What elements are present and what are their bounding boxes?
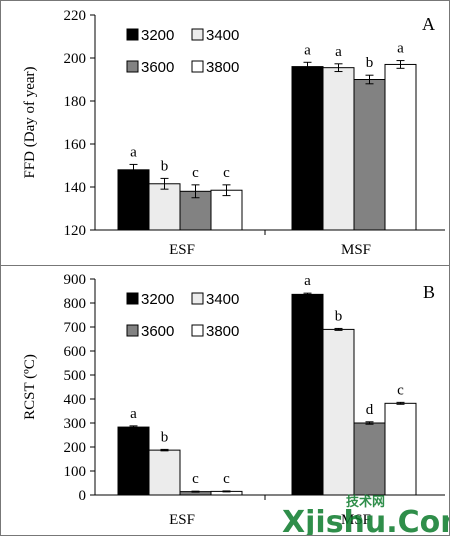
panel-b-legend-label: 3800 — [206, 323, 239, 340]
panel-a-category-label: ESF — [169, 242, 195, 258]
panel-a-legend-label: 3800 — [206, 59, 239, 76]
panel-b-y-tick-label: 700 — [64, 320, 87, 336]
panel-a-legend-swatch — [126, 60, 139, 73]
panel-b-y-tick-label: 600 — [64, 344, 87, 360]
panel-b-y-tick-label: 0 — [79, 488, 87, 504]
panel-a-bar — [353, 79, 386, 231]
panel-a-y-tick-label: 200 — [64, 51, 87, 67]
panel-a-legend-label: 3600 — [141, 59, 174, 76]
panel-a-bar — [148, 183, 181, 231]
watermark-top-text: 技术网 — [346, 494, 385, 510]
panel-a-significance-letter: c — [192, 165, 199, 181]
panel-b-bar — [117, 426, 150, 496]
panel-b-y-tick-label: 900 — [64, 272, 87, 288]
panel-b-significance-letter: a — [130, 406, 137, 422]
panel-b-legend-label: 3600 — [141, 323, 174, 340]
panel-b-panel-label: B — [423, 282, 435, 302]
panel-b-significance-letter: b — [335, 308, 343, 324]
panel-b-legend-swatch — [191, 324, 204, 337]
panel-b-category-label: ESF — [169, 512, 195, 528]
panel-a-legend-swatch — [126, 28, 139, 41]
panel-a-significance-letter: c — [223, 165, 230, 181]
panel-a-y-tick-label: 120 — [64, 223, 87, 239]
panel-a-significance-letter: a — [130, 144, 137, 160]
panel-b-y-tick-label: 400 — [64, 392, 87, 408]
panel-b-significance-letter: c — [397, 382, 404, 398]
panel-b-category-label: MSF — [341, 512, 371, 528]
panel-a-y-tick-label: 180 — [64, 94, 87, 110]
panel-a-y-tick-label: 160 — [64, 137, 87, 153]
panel-b-bar — [353, 422, 386, 496]
panel-a-significance-letter: a — [304, 42, 311, 58]
panel-a-significance-letter: a — [335, 44, 342, 60]
panel-b-y-tick-label: 100 — [64, 464, 87, 480]
panel-b-significance-letter: c — [223, 471, 230, 487]
panel-b-y-tick-label: 200 — [64, 440, 87, 456]
panel-a-legend-swatch — [191, 28, 204, 41]
panel-a-bar — [322, 67, 355, 231]
panel-b-significance-letter: a — [304, 273, 311, 289]
panel-a-bar — [384, 63, 417, 231]
watermark-main-text: Xjishu.Com — [282, 505, 450, 536]
panel-b-legend-swatch — [126, 292, 139, 305]
panel-b-legend-swatch — [126, 324, 139, 337]
panel-a-y-tick-label: 220 — [64, 8, 87, 24]
panel-b-legend-label: 3200 — [141, 291, 174, 308]
panel-b-y-tick-label: 300 — [64, 416, 87, 432]
panel-b-significance-letter: c — [192, 471, 199, 487]
panel-a-legend-swatch — [191, 60, 204, 73]
panel-a-significance-letter: b — [161, 158, 169, 174]
panel-b-y-tick-label: 500 — [64, 368, 87, 384]
panel-a-legend-label: 3400 — [206, 27, 239, 44]
panel-a-legend-label: 3200 — [141, 27, 174, 44]
panel-b-y-axis-label: RCST (ºC) — [22, 354, 38, 420]
panel-b-bar — [148, 449, 181, 496]
panel-a-bar — [117, 169, 150, 231]
panel-a-panel-label: A — [422, 14, 435, 34]
panel-a-significance-letter: a — [397, 41, 404, 57]
panel-a-y-axis-label: FFD (Day of year) — [22, 66, 38, 178]
panel-b-y-tick-label: 800 — [64, 296, 87, 312]
panel-divider — [0, 265, 450, 266]
panel-a-significance-letter: b — [366, 55, 374, 71]
panel-b-significance-letter: d — [366, 402, 374, 418]
panel-a-y-tick-label: 140 — [64, 180, 87, 196]
panel-b-legend-label: 3400 — [206, 291, 239, 308]
panel-b-bar — [322, 328, 355, 496]
panel-b-significance-letter: b — [161, 429, 169, 445]
panel-a-bar — [210, 189, 243, 231]
panel-a-category-label: MSF — [341, 242, 371, 258]
panel-b-legend-swatch — [191, 292, 204, 305]
